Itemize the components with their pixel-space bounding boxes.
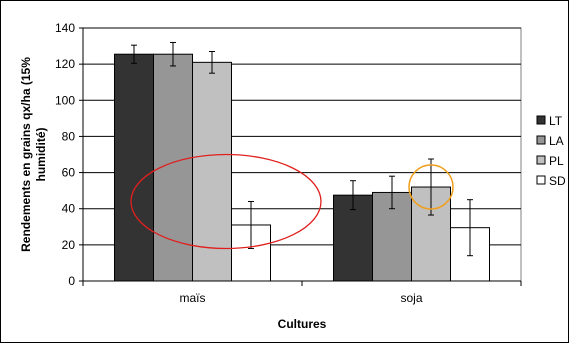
y-tick-label: 80 xyxy=(62,129,76,143)
highlight-ellipse xyxy=(130,153,322,250)
legend-swatch-lt xyxy=(536,115,546,125)
axes xyxy=(79,27,522,286)
highlight-circle xyxy=(408,164,454,210)
y-tick-label: 120 xyxy=(55,57,75,71)
bars xyxy=(114,53,490,282)
bar-pl-0 xyxy=(192,61,232,282)
y-tick-label: 40 xyxy=(62,202,76,216)
legend-swatch-pl xyxy=(536,155,546,165)
y-tick-label: 100 xyxy=(55,93,75,107)
y-ticks: 0 20 40 60 80 100 120 140 xyxy=(55,21,75,288)
legend-label-sd: SD xyxy=(549,174,566,188)
legend-label-la: LA xyxy=(549,134,564,148)
y-tick-label: 140 xyxy=(55,21,75,35)
legend-label-lt: LT xyxy=(549,114,563,128)
error-bars xyxy=(131,41,473,257)
y-axis-title-line2: humidité) xyxy=(34,128,48,182)
bar-lt-0 xyxy=(114,53,154,282)
x-ticks: maïs soja xyxy=(179,291,422,305)
legend-swatch-la xyxy=(536,135,546,145)
x-tick-label: soja xyxy=(400,291,422,305)
legend: LT LA PL SD xyxy=(536,114,566,188)
y-tick-label: 20 xyxy=(62,238,76,252)
y-axis-title-line1: Rendements en grains qx/ha (15% xyxy=(19,57,33,252)
legend-label-pl: PL xyxy=(549,154,564,168)
annotations xyxy=(130,153,454,250)
x-axis-title: Cultures xyxy=(278,317,327,331)
y-tick-label: 0 xyxy=(68,274,75,288)
x-tick-label: maïs xyxy=(179,291,205,305)
y-tick-label: 60 xyxy=(62,166,76,180)
legend-swatch-sd xyxy=(536,175,546,185)
